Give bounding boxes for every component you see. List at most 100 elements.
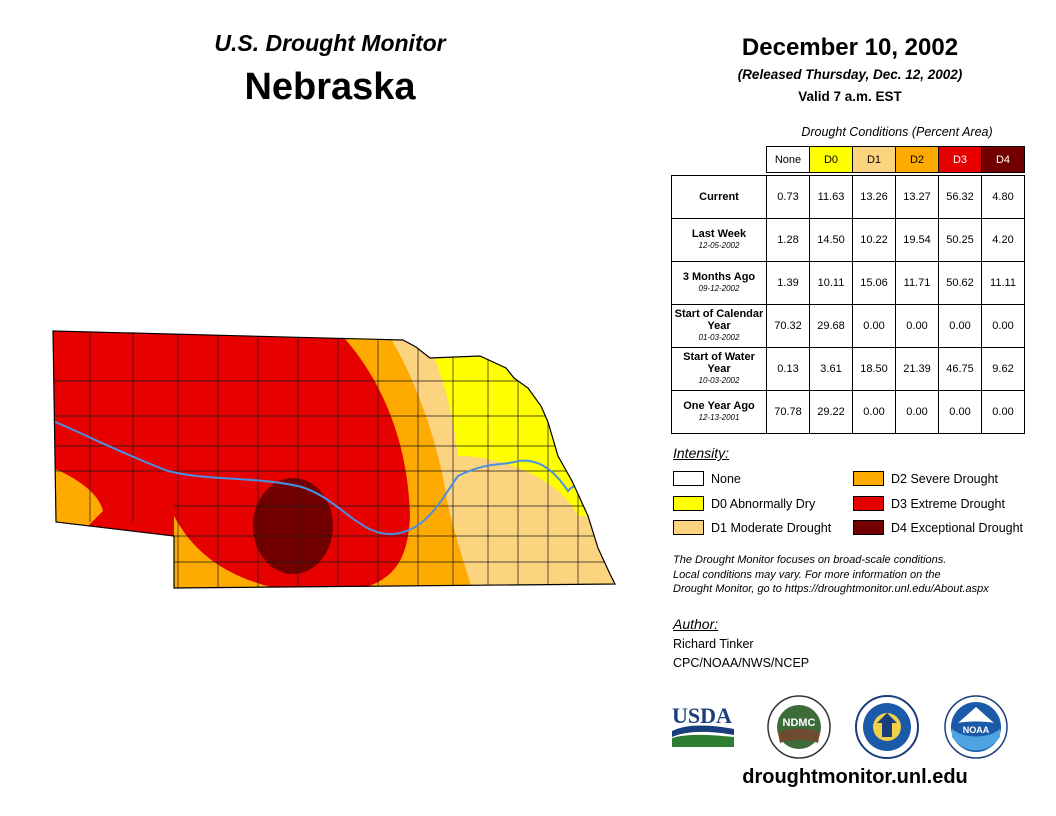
table-cell: 4.20 (981, 218, 1025, 262)
table-cell: 0.00 (981, 304, 1025, 348)
row-date: 12-05-2002 (698, 241, 740, 250)
table-row: One Year Ago 12-13-2001 70.78 29.22 0.00 0.00… (671, 390, 1025, 434)
legend-swatch (673, 496, 704, 511)
table-cell: 11.11 (981, 261, 1025, 305)
note-line: Drought Monitor, go to https://droughtmo… (673, 583, 989, 595)
row-date: 10-03-2002 (698, 376, 740, 385)
table-cell: 29.22 (809, 390, 853, 434)
table-header-row: None D0 D1 D2 D3 D4 (672, 146, 1025, 173)
legend-swatch (853, 496, 884, 511)
author-heading: Author: (673, 616, 719, 632)
legend-item-d3: D3 Extreme Drought (853, 496, 1005, 511)
table-cell: 0.13 (766, 347, 810, 391)
row-label-text: 3 Months Ago (682, 271, 756, 283)
platte-river (53, 420, 599, 536)
zone-d2-south (174, 516, 288, 588)
col-header-d4: D4 (981, 146, 1025, 173)
drought-stats-table: None D0 D1 D2 D3 D4 Current 0.73 11.63 13.2… (671, 146, 1025, 434)
row-label-text: Current (699, 191, 739, 203)
table-row: 3 Months Ago 09-12-2002 1.39 10.11 15.06 11.7… (671, 261, 1025, 305)
release-date: (Released Thursday, Dec. 12, 2002) (737, 67, 963, 82)
valid-time: Valid 7 a.m. EST (798, 89, 902, 104)
table-row: Last Week 12-05-2002 1.28 14.50 10.22 19.54 50… (671, 218, 1025, 262)
state-outline (52, 330, 616, 589)
legend-label: D0 Abnormally Dry (711, 496, 816, 511)
commerce-seal-logo (855, 695, 919, 759)
product-title: U.S. Drought Monitor (214, 30, 446, 56)
table-cell: 19.54 (895, 218, 939, 262)
row-date: 01-03-2002 (698, 333, 740, 342)
author-organization: CPC/NOAA/NWS/NCEP (673, 656, 810, 670)
table-cell: 13.26 (852, 175, 896, 219)
table-cell: 50.62 (938, 261, 982, 305)
svg-text:NDMC: NDMC (783, 717, 816, 729)
county-lines-horizontal (53, 380, 615, 563)
table-row: Start of Calendar Year 01-03-2002 70.32 29.… (671, 304, 1025, 348)
legend-swatch (853, 520, 884, 535)
table-cell: 70.32 (766, 304, 810, 348)
col-header-d3: D3 (938, 146, 982, 173)
col-header-d1: D1 (852, 146, 896, 173)
table-cell: 9.62 (981, 347, 1025, 391)
table-cell: 0.73 (766, 175, 810, 219)
zone-d4 (253, 478, 333, 574)
table-row: Start of Water Year 10-03-2002 0.13 3.61 18.… (671, 347, 1025, 391)
row-label-text: Start of Calendar Year (674, 308, 764, 332)
table-cell: 11.71 (895, 261, 939, 305)
table-cell: 0.00 (895, 390, 939, 434)
table-cell: 14.50 (809, 218, 853, 262)
table-cell: 70.78 (766, 390, 810, 434)
zone-d2-southwest (53, 466, 103, 526)
table-cell: 50.25 (938, 218, 982, 262)
row-label-text: One Year Ago (683, 400, 755, 412)
table-cell: 0.00 (938, 304, 982, 348)
state-title: Nebraska (244, 66, 416, 108)
table-cell: 4.80 (981, 175, 1025, 219)
legend-item-none: None (673, 471, 741, 486)
svg-text:USDA: USDA (672, 703, 732, 728)
col-header-d2: D2 (895, 146, 939, 173)
table-cell: 0.00 (981, 390, 1025, 434)
row-label: 3 Months Ago 09-12-2002 (671, 261, 767, 305)
table-cell: 0.00 (895, 304, 939, 348)
table-cell: 1.39 (766, 261, 810, 305)
agency-logos: USDA NDMC NOAA (672, 695, 1008, 759)
row-label-text: Start of Water Year (683, 351, 755, 375)
table-cell: 10.22 (852, 218, 896, 262)
website-url[interactable]: droughtmonitor.unl.edu (742, 766, 968, 788)
table-cell: 56.32 (938, 175, 982, 219)
legend-label: D3 Extreme Drought (891, 496, 1005, 511)
noaa-logo: NOAA (944, 695, 1008, 759)
ndmc-logo: NDMC (767, 695, 831, 759)
svg-text:NOAA: NOAA (963, 725, 990, 735)
legend-swatch (673, 520, 704, 535)
legend-swatch (673, 471, 704, 486)
table-caption: Drought Conditions (Percent Area) (801, 125, 993, 139)
legend-item-d0: D0 Abnormally Dry (673, 496, 815, 511)
table-cell: 13.27 (895, 175, 939, 219)
map-date: December 10, 2002 (741, 34, 959, 61)
note-line: The Drought Monitor focuses on broad-sca… (673, 554, 947, 566)
table-cell: 10.11 (809, 261, 853, 305)
row-label: Start of Calendar Year 01-03-2002 (671, 304, 767, 348)
usda-logo: USDA (672, 703, 734, 747)
legend-item-d4: D4 Exceptional Drought (853, 520, 1023, 535)
row-label: Last Week 12-05-2002 (671, 218, 767, 262)
row-date: 09-12-2002 (698, 284, 740, 293)
table-cell: 0.00 (852, 304, 896, 348)
corner-cell (672, 147, 767, 173)
row-label: Start of Water Year 10-03-2002 (671, 347, 767, 391)
table-cell: 11.63 (809, 175, 853, 219)
row-label: One Year Ago 12-13-2001 (671, 390, 767, 434)
legend-swatch (853, 471, 884, 486)
table-cell: 3.61 (809, 347, 853, 391)
legend-label: D2 Severe Drought (891, 471, 999, 486)
table-cell: 0.00 (852, 390, 896, 434)
table-cell: 46.75 (938, 347, 982, 391)
legend-item-d1: D1 Moderate Drought (673, 520, 831, 535)
legend-label: D4 Exceptional Drought (891, 520, 1024, 535)
table-body: Current 0.73 11.63 13.26 13.27 56.32 4.80 Last … (671, 175, 1025, 434)
table-cell: 21.39 (895, 347, 939, 391)
legend-label: None (711, 471, 741, 486)
legend-title: Intensity: (673, 445, 730, 461)
